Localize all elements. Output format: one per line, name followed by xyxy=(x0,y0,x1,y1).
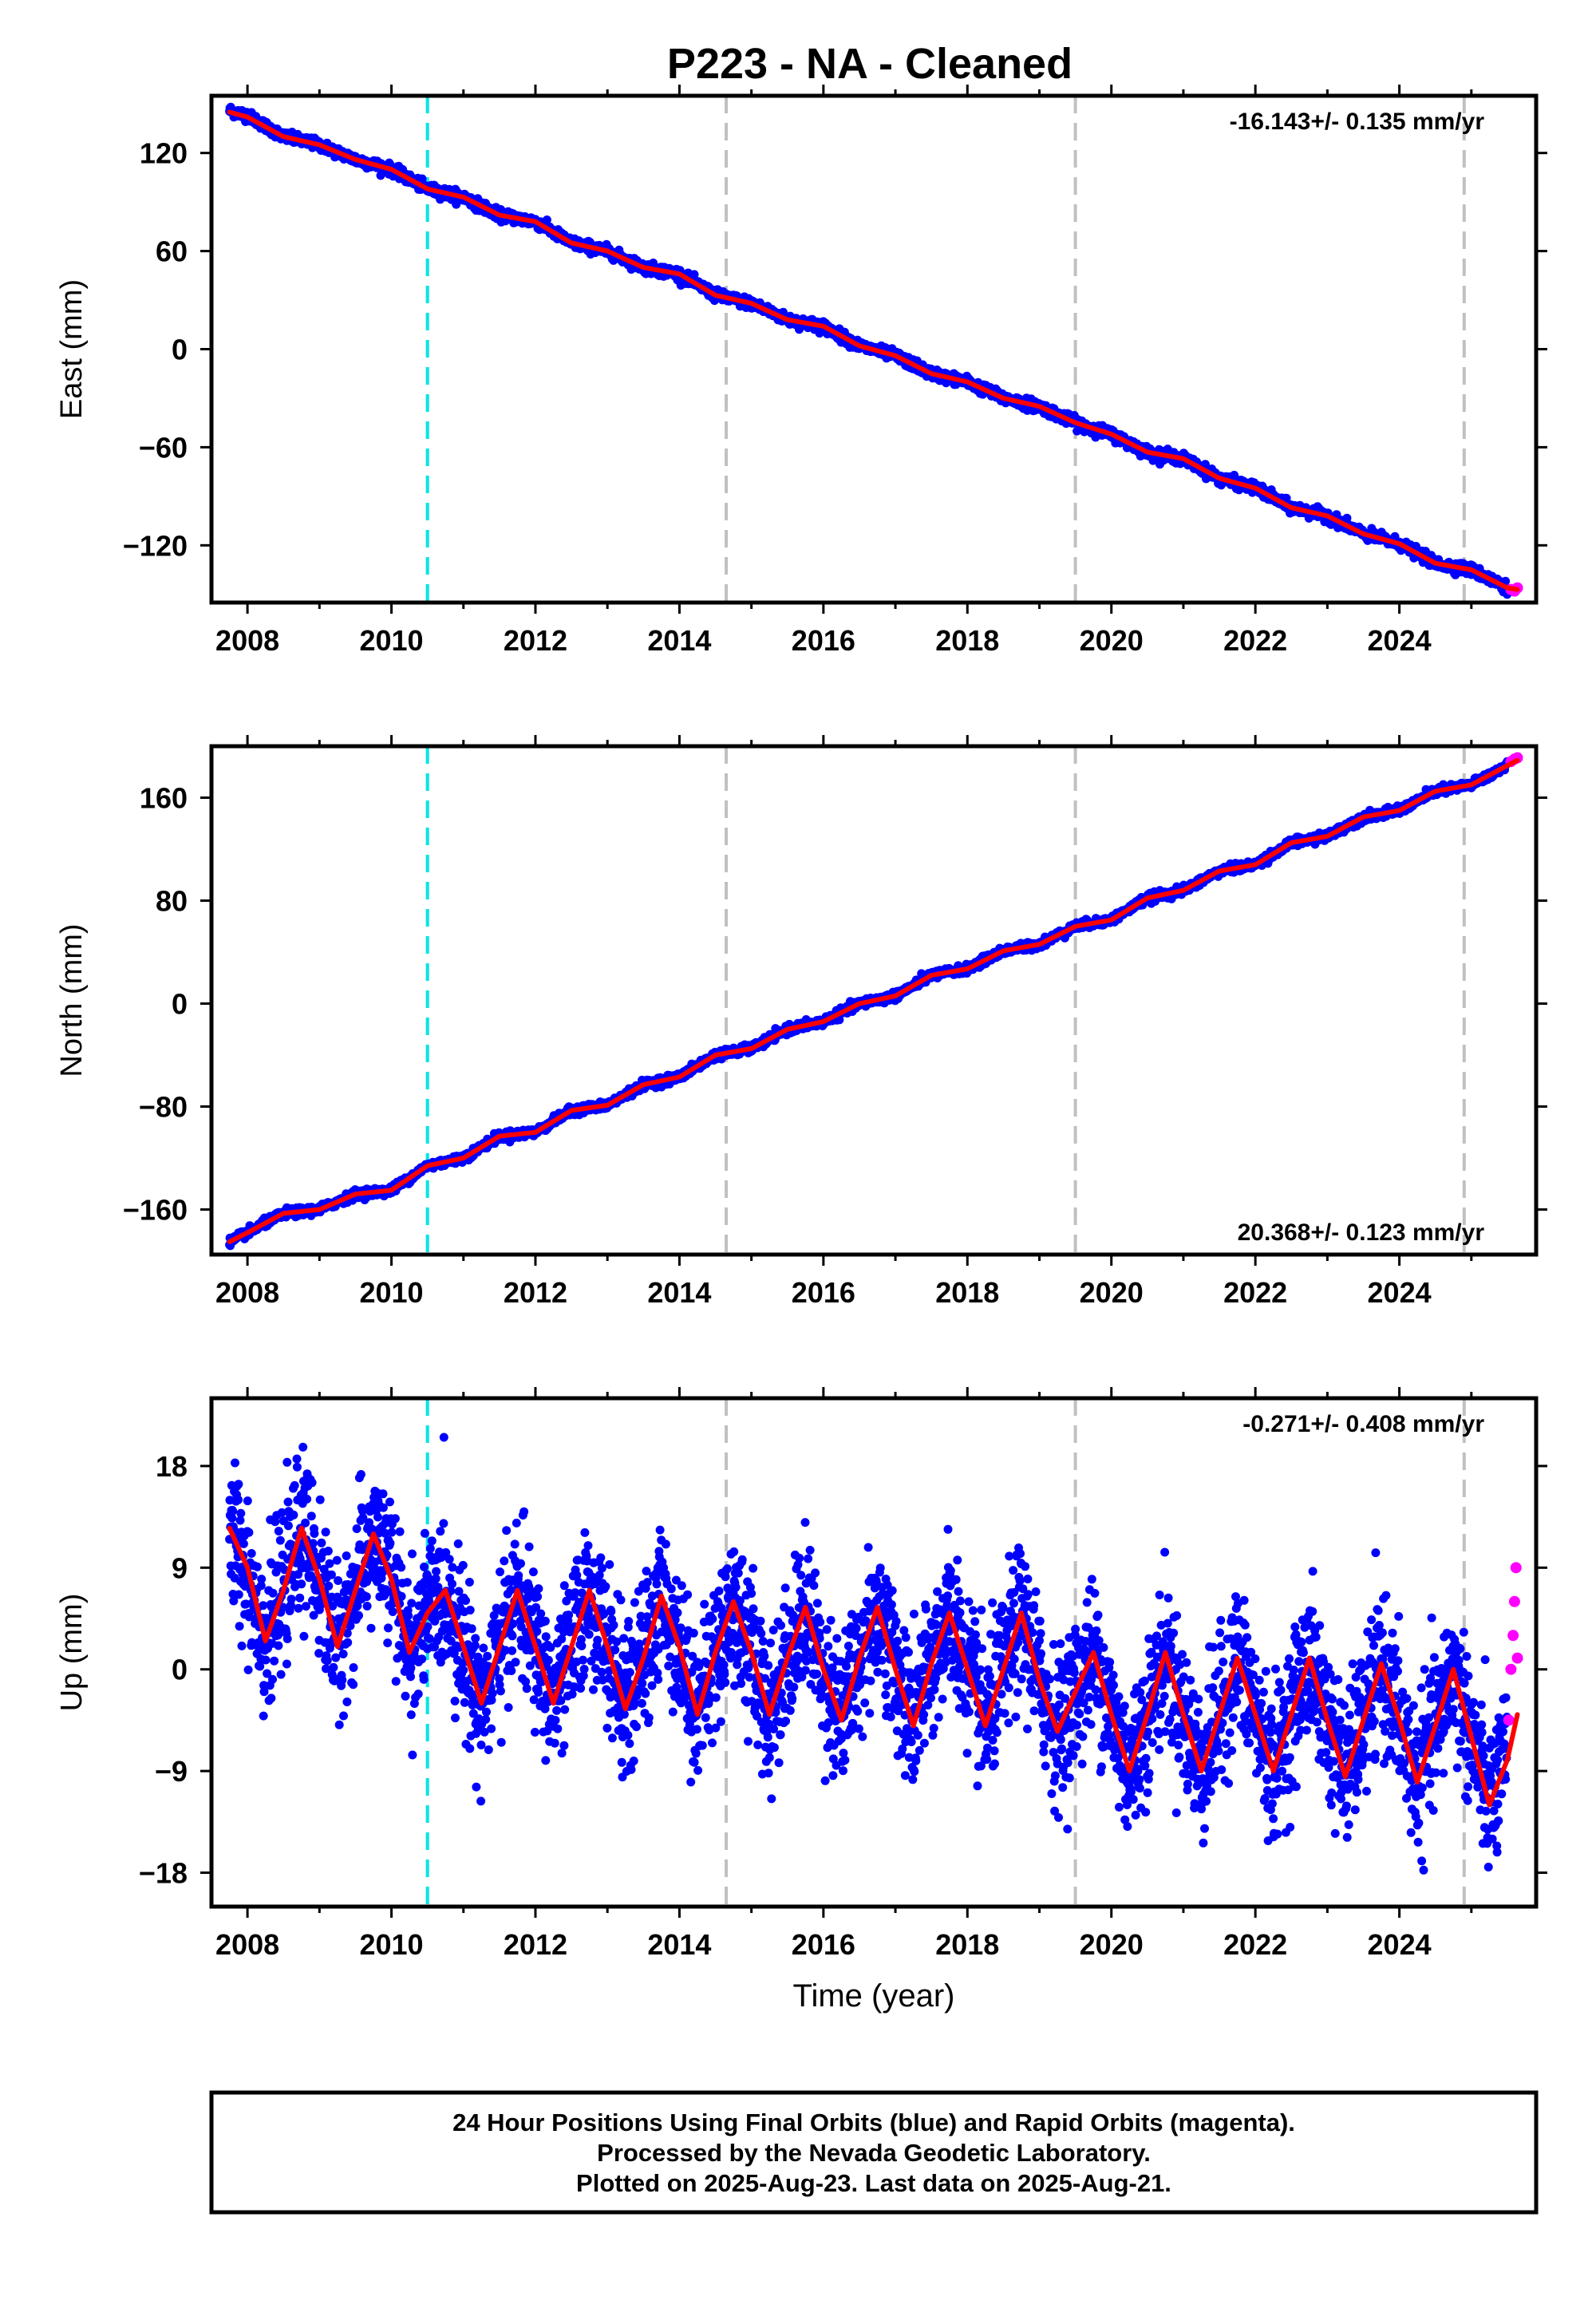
final-orbit-point xyxy=(835,1015,844,1025)
event-lines xyxy=(425,746,1466,1255)
x-tick-label: 2022 xyxy=(1223,624,1287,657)
north-panel: 2008 2010 2012 2014 2016 2018 2020 2022 20241608… xyxy=(55,735,1547,1309)
y-axis-label: East (mm) xyxy=(55,279,89,419)
x-tick-label: 2018 xyxy=(935,624,999,657)
event-lines xyxy=(425,96,1466,603)
velocity-rate-label: -16.143+/- 0.135 mm/yr xyxy=(1230,109,1485,135)
y-tick-label: 0 xyxy=(172,334,188,366)
x-tick-label: 2012 xyxy=(504,624,567,657)
x-tick-label: 2016 xyxy=(792,624,855,657)
x-tick-label: 2010 xyxy=(359,624,423,657)
final-orbit-point xyxy=(689,270,699,279)
final-orbit-point xyxy=(542,215,551,224)
model-fit-line xyxy=(227,109,1520,592)
x-tick-label: 2008 xyxy=(215,624,279,657)
y-tick-label: −60 xyxy=(139,431,188,464)
figure-title: P223 - NA - Cleaned xyxy=(667,40,1073,88)
x-tick-label: 2020 xyxy=(1080,624,1144,657)
y-tick-label: −120 xyxy=(123,529,188,562)
x-tick-label: 2024 xyxy=(1368,624,1432,657)
east-panel: 2008 2010 2012 2014 2016 2018 2020 2022 2024 120 6… xyxy=(55,85,1547,657)
y-tick-label: 60 xyxy=(156,235,188,268)
y-tick-label: 120 xyxy=(140,137,188,170)
x-tick-label: 2014 xyxy=(647,624,711,657)
